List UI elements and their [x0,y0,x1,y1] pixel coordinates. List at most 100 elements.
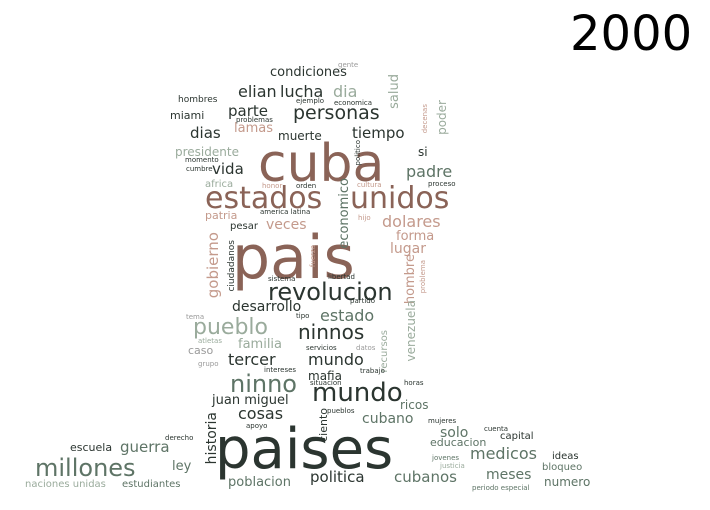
word-jovenes: jovenes [432,454,460,462]
word-juan-miguel: juan miguel [212,393,289,408]
word-cuba: cuba [258,134,385,194]
word-escuela: escuela [70,441,113,454]
word-hijo: hijo [358,214,371,222]
word-paises: paises [215,417,394,482]
word-sistema: sistema [268,275,296,283]
word-capital: capital [500,431,534,442]
word-bloqueo: bloqueo [542,462,583,473]
word-decenas: decenas [421,104,429,134]
word-pueblo: pueblo [193,315,268,340]
word-veces: veces [266,217,307,233]
word-atletas: atletas [198,337,222,345]
word-cuenta: cuenta [484,425,509,433]
word-lucha: lucha [280,82,324,101]
word-ciudadanos: ciudadanos [227,240,237,292]
word-mafia: mafia [308,369,342,383]
word-trabajo: trabajo [360,367,385,375]
word-apoyo: apoyo [246,422,268,430]
word-dolares: dolares [382,212,441,231]
word-grupo: grupo [198,360,219,368]
word-vida: vida [212,160,244,178]
word-unidos: unidos [350,181,450,216]
word-fuerza: fuerza [309,245,317,268]
word-libertad: libertad [328,273,355,281]
word-orden: orden [296,182,317,190]
word-venezuela: venezuela [404,300,418,362]
word-politico: politico [354,140,362,166]
word-cubano: cubano [362,411,414,427]
word-periodo-especial: periodo especial [472,484,530,492]
word-honor: honor [262,182,283,190]
word-ricos: ricos [400,398,429,412]
word-si: si [418,145,428,159]
word-proceso: proceso [428,180,456,188]
word-america-latina: america latina [260,208,311,216]
word-ideas: ideas [552,451,579,462]
word-hombres: hombres [178,95,218,105]
word-economica: economica [334,99,373,107]
word-lamas: lamas [234,121,273,136]
word-horas: horas [404,379,424,387]
word-forma: forma [396,229,435,244]
word-estados: estados [205,181,323,216]
word-problemas: problemas [236,116,273,124]
word-presidente: presidente [175,145,239,159]
word-condiciones: condiciones [270,65,347,80]
word-dias: dias [190,124,221,142]
word-desarrollo: desarrollo [232,299,302,315]
word-situacion: situacion [310,379,342,387]
word-estado: estado [320,306,375,325]
word-tercer: tercer [228,350,276,369]
word-numero: numero [544,475,591,489]
word-estudiantes: estudiantes [122,479,181,490]
word-gobierno: gobierno [204,232,222,299]
word-ninno: ninno [230,370,297,398]
word-millones: millones [35,454,136,482]
word-cubanos: cubanos [394,468,457,486]
word-mundo: mundo [312,378,403,408]
word-pesar: pesar [230,221,258,232]
word-revolucion: revolucion [268,278,393,306]
word-partido: partido [350,297,376,305]
word-educacion: educacion [430,436,487,449]
word-mujeres: mujeres [428,417,457,425]
word-justicia: justicia [440,462,465,470]
word-padre: padre [406,162,453,181]
word-solo: solo [440,425,469,441]
word-muerte: muerte [278,129,322,143]
word-naciones-unidas: naciones unidas [25,479,106,490]
word-personas: personas [293,102,380,124]
word-africa: africa [205,179,234,190]
word-ejemplo: ejemplo [296,97,325,105]
word-miami: miami [170,109,205,122]
word-patria: patria [205,209,238,222]
word-intereses: intereses [264,366,297,374]
word-derecho: derecho [165,434,194,442]
word-ninnos: ninnos [298,320,365,344]
word-guerra: guerra [120,438,170,456]
word-servicios: servicios [306,344,337,352]
word-tipo: tipo [296,312,310,320]
word-parte: parte [228,102,268,120]
word-dia: dia [333,82,358,101]
word-medicos: medicos [470,444,537,463]
word-problema: problema [419,260,427,294]
word-cosas: cosas [238,404,284,423]
word-gente: gente [338,61,359,69]
word-cumbre: cumbre [186,165,213,173]
word-poblacion: poblacion [228,475,291,490]
word-pais: pais [232,223,355,293]
word-elian: elian [238,82,277,101]
word-lugar: lugar [390,241,426,257]
word-familia: familia [238,337,283,352]
word-politica: politica [310,468,365,486]
word-historia: historia [204,412,220,465]
word-economico: economico [337,178,352,249]
word-datos: datos [356,344,376,352]
word-hombre: hombre [403,254,418,305]
word-salud: salud [387,74,402,109]
year-label: 2000 [570,6,693,62]
word-poder: poder [435,100,449,135]
word-caso: caso [188,344,214,357]
